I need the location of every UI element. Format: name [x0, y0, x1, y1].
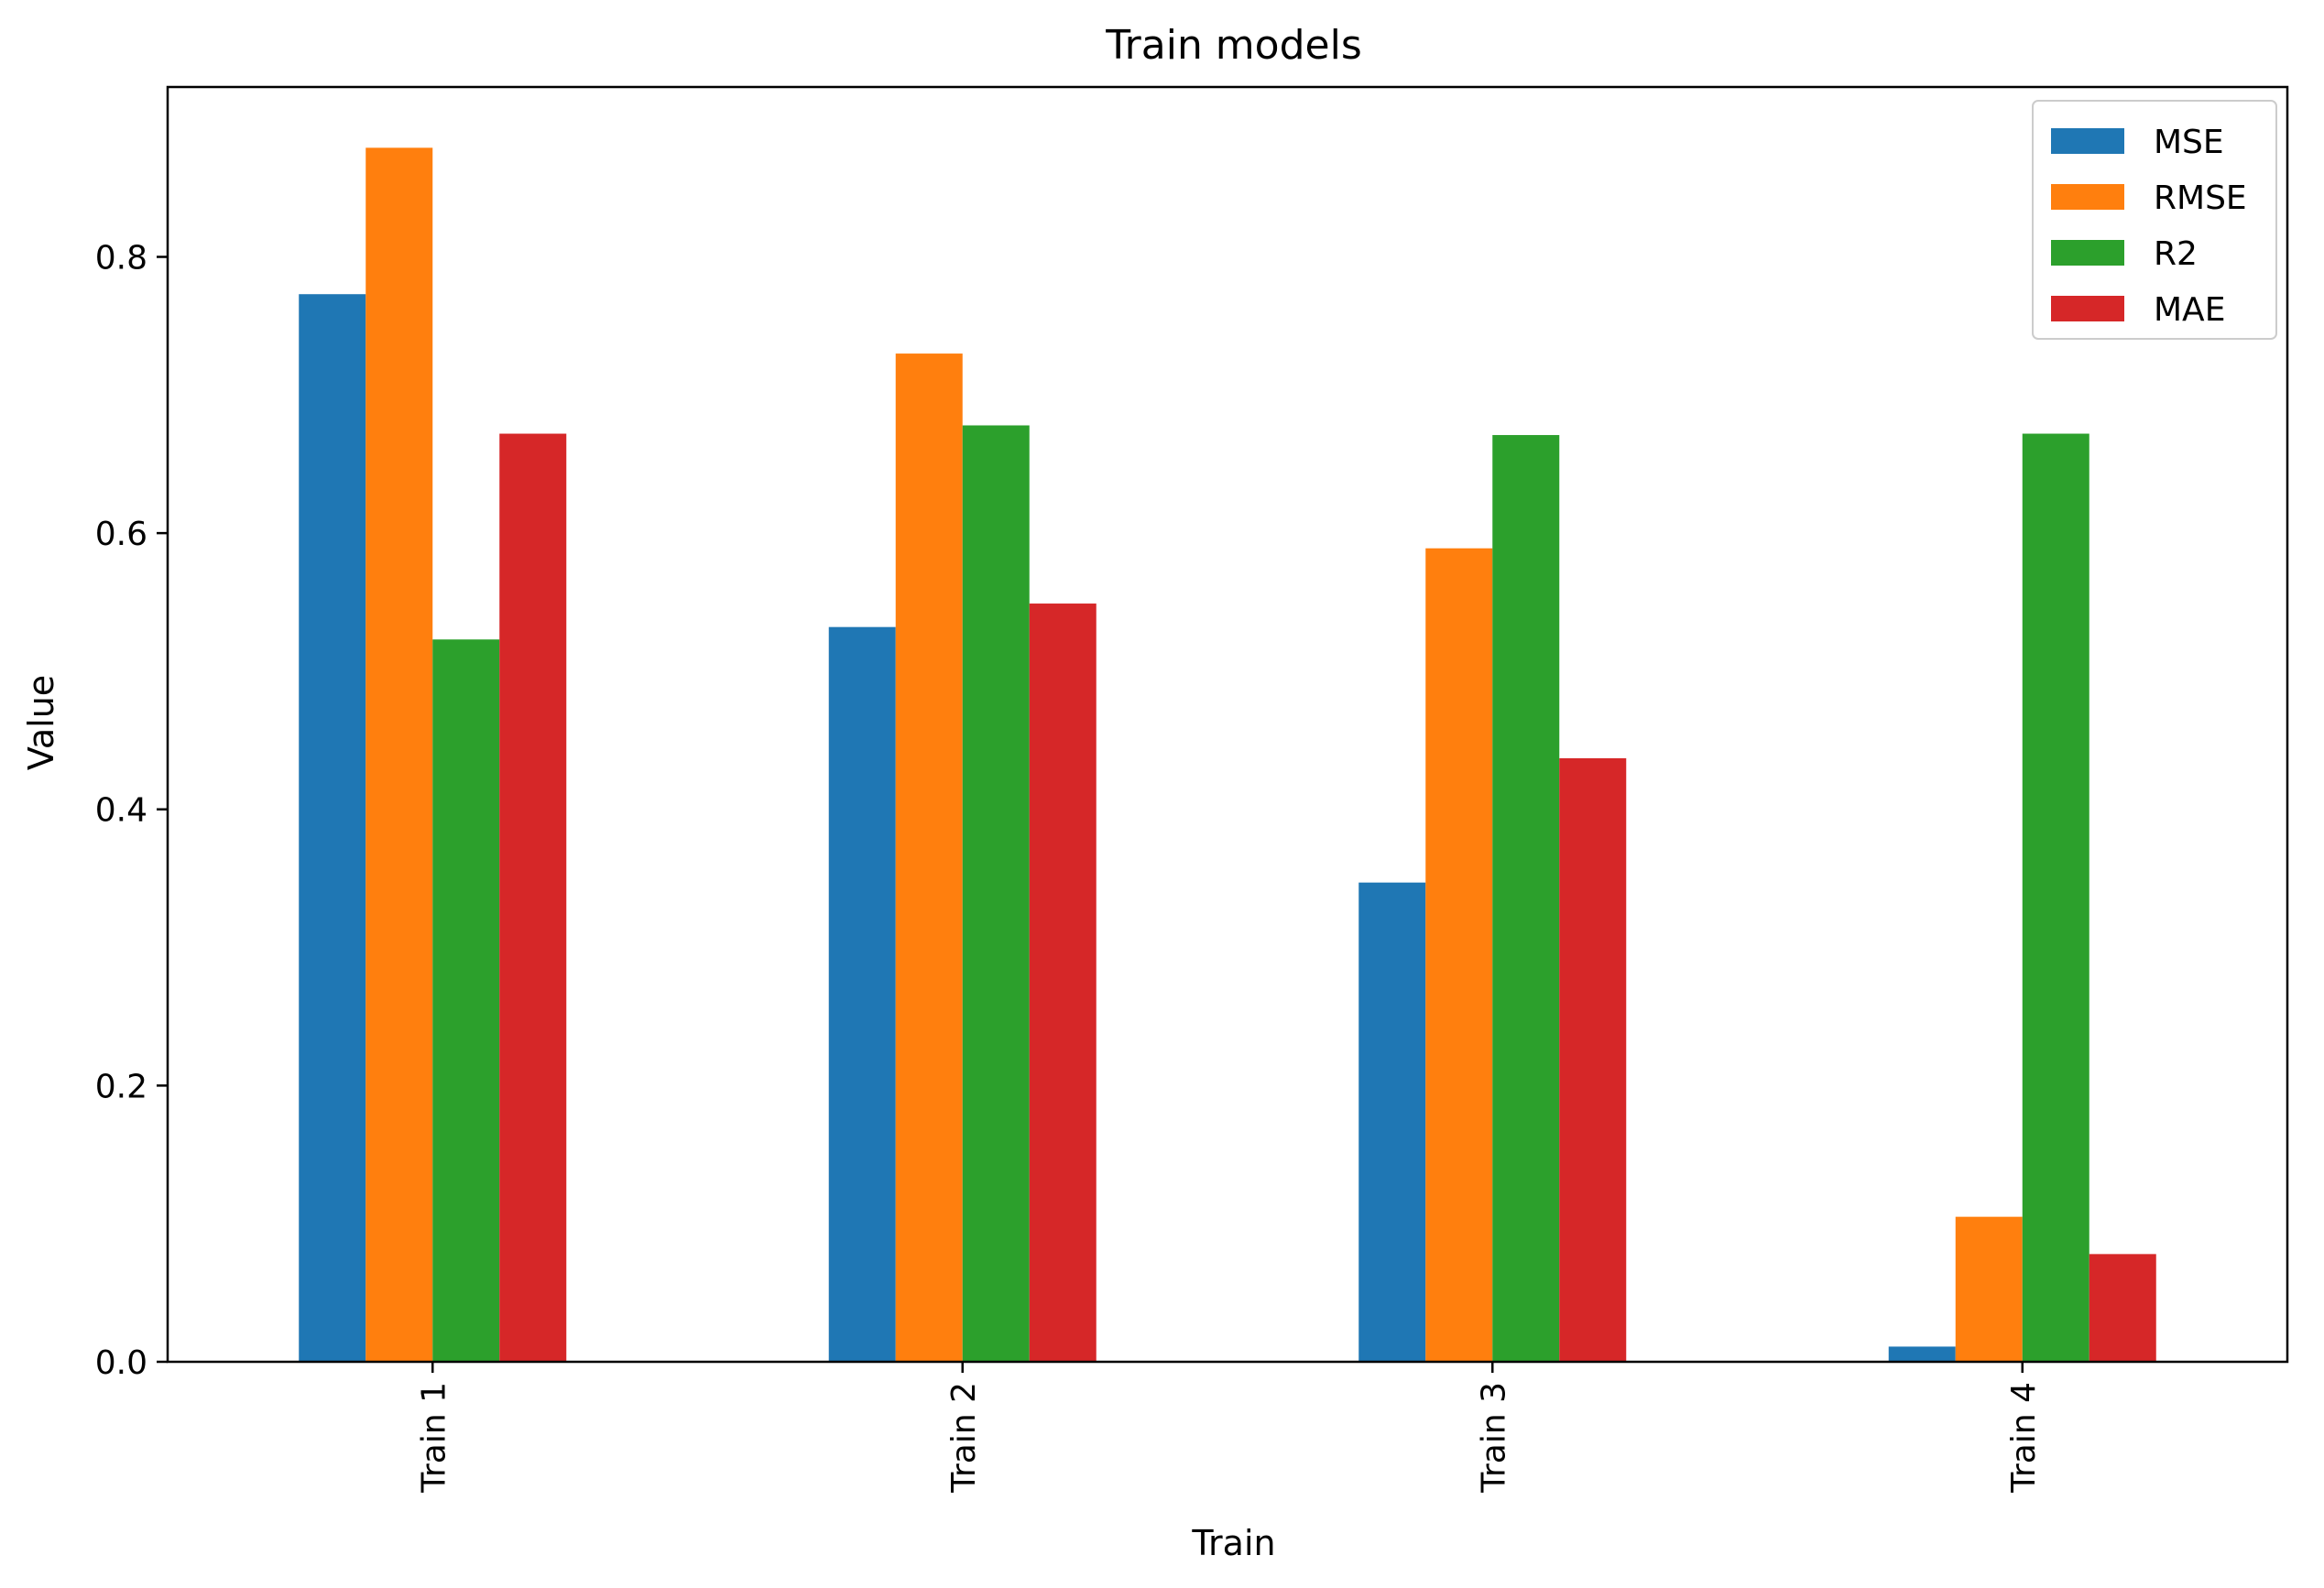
y-axis: 0.0 0.2 0.4 0.6 0.8: [95, 239, 168, 1382]
y-tick-label: 0.6: [95, 516, 147, 553]
y-tick-label: 0.8: [95, 239, 147, 277]
legend-box: [2032, 100, 2277, 340]
y-tick-label: 0.0: [95, 1344, 147, 1382]
chart-title: Train models: [1105, 22, 1362, 69]
bar-r2-2: [962, 425, 1030, 1362]
bar-rmse-1: [366, 147, 433, 1362]
legend-label-mse: MSE: [2154, 124, 2224, 161]
bar-rmse-4: [1955, 1216, 2023, 1362]
bar-r2-3: [1492, 435, 1560, 1362]
bar-mae-2: [1029, 604, 1097, 1362]
bar-rmse-2: [895, 353, 963, 1363]
bar-r2-1: [432, 639, 500, 1362]
x-tick-label: Train 3: [1475, 1382, 1512, 1494]
legend-label-rmse: RMSE: [2154, 179, 2247, 217]
bar-mse-1: [299, 294, 366, 1362]
y-axis-label: Value: [21, 675, 61, 770]
legend-swatch-r2: [2051, 240, 2124, 266]
bar-mae-3: [1559, 757, 1627, 1362]
bar-mae-1: [499, 433, 567, 1362]
x-tick-label: Train 1: [415, 1382, 453, 1494]
x-tick-label: Train 4: [2005, 1382, 2043, 1494]
x-axis-label: Train: [1191, 1523, 1275, 1563]
bar-mse-4: [1888, 1346, 1956, 1362]
y-tick-label: 0.2: [95, 1068, 147, 1105]
bar-mse-3: [1358, 882, 1426, 1362]
legend: MSE RMSE R2 MAE: [2032, 100, 2277, 340]
legend-label-r2: R2: [2154, 235, 2198, 273]
plot-area-frame: [166, 85, 2289, 1364]
legend-label-mae: MAE: [2154, 291, 2225, 329]
legend-swatch-mse: [2051, 128, 2124, 154]
bar-mse-2: [828, 626, 896, 1362]
legend-swatch-mae: [2051, 296, 2124, 321]
legend-swatch-rmse: [2051, 184, 2124, 210]
x-tick-label: Train 2: [945, 1382, 983, 1494]
bar-rmse-3: [1425, 548, 1493, 1362]
y-tick-label: 0.4: [95, 792, 147, 830]
bar-r2-4: [2022, 433, 2089, 1362]
bar-mae-4: [2089, 1254, 2156, 1362]
bars-layer: [299, 147, 2156, 1363]
x-axis: Train 1 Train 2 Train 3 Train 4: [415, 1362, 2043, 1494]
